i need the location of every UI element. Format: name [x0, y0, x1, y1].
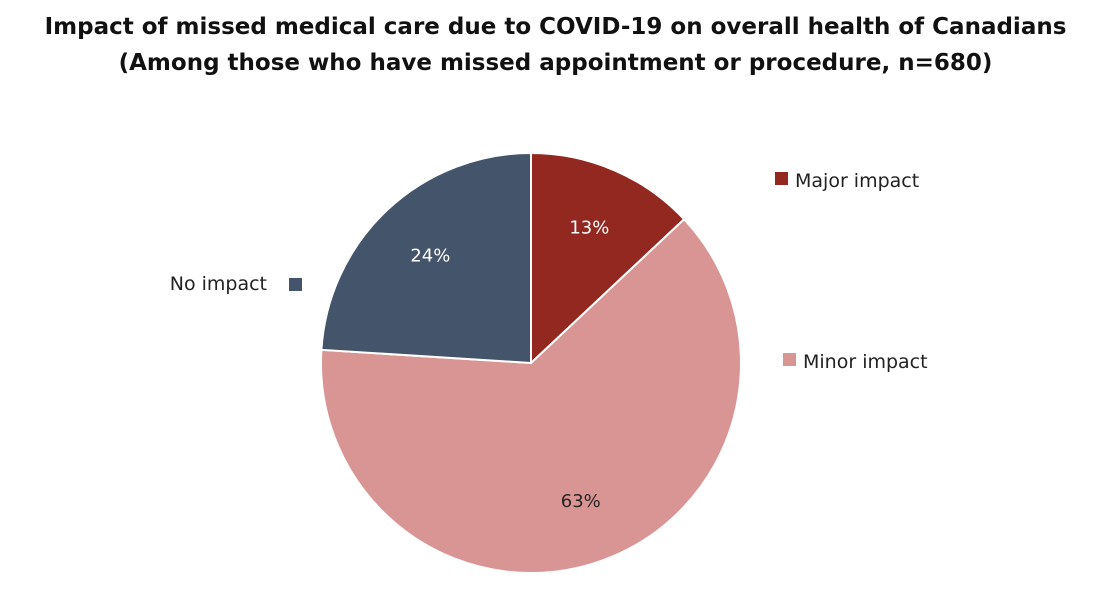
data-label-no-impact: 24% — [410, 245, 450, 266]
legend-swatch-major-impact — [775, 172, 788, 185]
legend-swatch-no-impact — [289, 278, 302, 291]
data-label-minor-impact: 63% — [561, 491, 601, 512]
legend: Major impact Minor impact No impact — [170, 170, 928, 373]
legend-label-major-impact: Major impact — [795, 170, 919, 192]
pie-slice-major-impact — [530, 151, 686, 366]
data-label-major-impact: 13% — [569, 218, 609, 239]
pie-slices — [320, 151, 742, 574]
chart-subtitle: (Among those who have missed appointment… — [118, 50, 993, 76]
legend-label-minor-impact: Minor impact — [803, 351, 928, 373]
slice-labels: 13% 63% 24% — [410, 218, 609, 512]
legend-swatch-minor-impact — [783, 353, 796, 366]
legend-label-no-impact: No impact — [170, 273, 267, 295]
pie-slice-minor-impact — [320, 217, 742, 574]
chart-title: Impact of missed medical care due to COV… — [44, 14, 1067, 40]
pie-slice-no-impact — [320, 151, 532, 365]
